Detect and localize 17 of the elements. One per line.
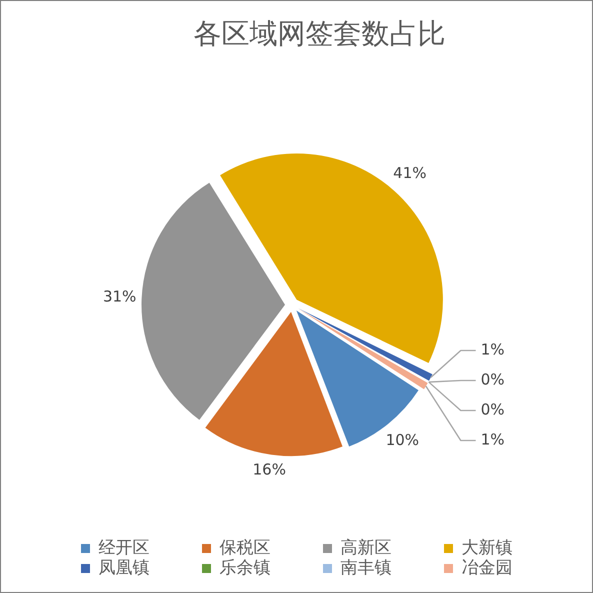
data-label: 1% (480, 340, 505, 358)
data-label: 10% (386, 431, 420, 450)
legend-label: 凤凰镇 (98, 558, 150, 578)
legend-label: 乐余镇 (220, 558, 270, 578)
legend-label: 大新镇 (462, 538, 512, 558)
data-label: 31% (102, 288, 136, 306)
data-label: 16% (252, 460, 286, 479)
data-label: 1% (480, 430, 505, 448)
legend-label: 南丰镇 (340, 558, 392, 578)
chart-title: 各区域网签套数占比 (192, 16, 446, 52)
data-label: 41% (393, 164, 426, 182)
legend-label: 高新区 (340, 538, 392, 558)
text: 0% (480, 370, 505, 388)
legend-label: 经开区 (98, 538, 150, 558)
legend-label: 冶金园 (462, 558, 512, 578)
legend-label: 保税区 (220, 538, 270, 558)
text: 0% (480, 400, 505, 418)
